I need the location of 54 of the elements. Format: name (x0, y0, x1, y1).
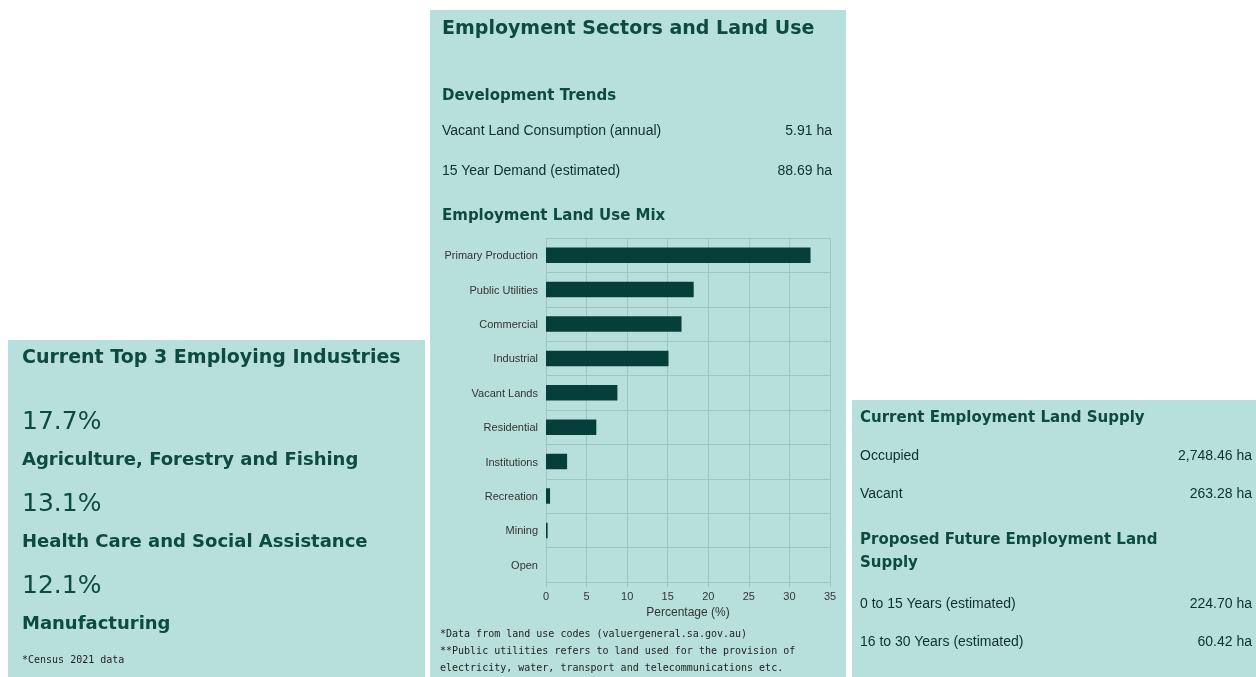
text: 60.42 ha (1197, 633, 1252, 649)
text: Current Top 3 Employing Industries (22, 344, 402, 368)
text: Development Trends (442, 86, 617, 104)
bar (546, 316, 682, 332)
text: Health Care and Social Assistance (22, 530, 368, 551)
bar (546, 419, 597, 435)
text: Agriculture, Forestry and Fishing (22, 448, 359, 469)
y-tick-label: Industrial (493, 352, 538, 365)
text: Manufacturing (22, 612, 171, 633)
text: 88.69 ha (777, 162, 832, 178)
text: *Data from land use codes (valuergeneral.sa.gov.au) (440, 627, 749, 641)
text: Occupied (860, 447, 920, 463)
x-tick-label: 25 (742, 589, 755, 602)
bar (546, 453, 568, 470)
text: Vacant Land Consumption (annual) (442, 122, 662, 138)
bar (546, 350, 669, 367)
y-tick-label: Open (511, 558, 538, 571)
x-tick-label: 30 (783, 589, 796, 602)
chart-title: Employment Sectors and Land Use (442, 16, 816, 38)
y-tick-label: Recreation (484, 490, 538, 502)
text: 0 to 15 Years (estimated) (860, 595, 1016, 611)
x-tick-label: 15 (661, 589, 674, 602)
text: 2,748.46 ha (1178, 447, 1252, 463)
text: **Public utilities refers to land used for the provision of electricity, water, transport and telecommunications etc. (440, 644, 797, 675)
text: 12.1% (22, 570, 102, 599)
y-tick-label: Mining (505, 524, 538, 537)
y-tick-label: Public Utilities (469, 283, 539, 296)
y-tick-label: Commercial (479, 318, 538, 330)
text: 15 Year Demand (estimated) (442, 162, 621, 178)
text: Current Employment Land Supply (860, 408, 1145, 426)
text: 5.91 ha (785, 122, 832, 138)
text: Proposed Future Employment Land Supply (860, 529, 1159, 573)
x-tick-label: 0 (542, 589, 550, 602)
text: 17.7% (22, 406, 102, 435)
text: 13.1% (22, 488, 102, 517)
bar (546, 281, 694, 298)
text: Vacant (860, 485, 903, 501)
text: *Census 2021 data (22, 654, 125, 665)
chart-subtitle: Employment Land Use Mix (442, 206, 666, 224)
text: 263.28 ha (1189, 485, 1252, 501)
text: 16 to 30 Years (estimated) (860, 633, 1024, 649)
y-tick-label: Vacant Lands (471, 386, 539, 399)
text: 224.70 ha (1189, 595, 1252, 611)
y-tick-label: Residential (483, 421, 538, 434)
x-tick-label: 35 (823, 589, 837, 602)
x-tick-label: 5 (583, 589, 590, 602)
x-tick-label: 10 (621, 589, 634, 602)
bar (546, 247, 811, 263)
x-axis-title: Percentage (%) (646, 604, 730, 619)
y-tick-label: Primary Production (444, 249, 538, 262)
bar (546, 385, 618, 401)
x-tick-label: 20 (702, 589, 715, 602)
bar (546, 488, 551, 504)
y-tick-label: Institutions (485, 455, 539, 468)
